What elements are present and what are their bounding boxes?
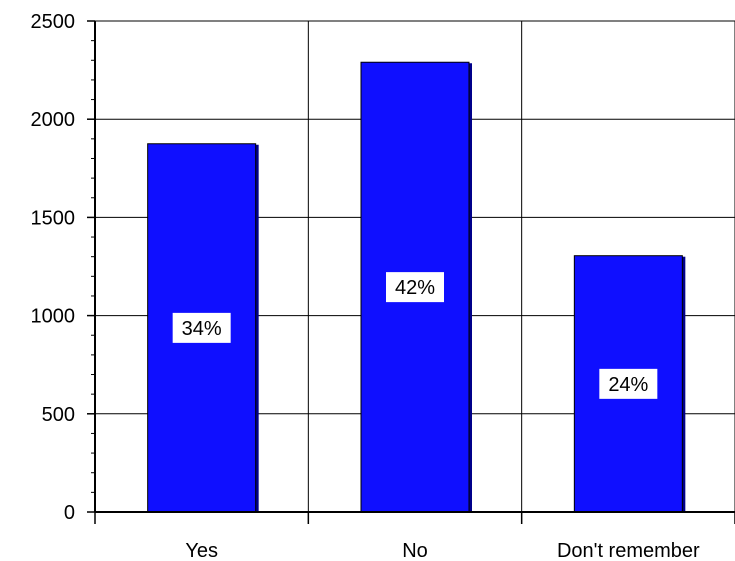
y-tick-label: 2000 [31, 109, 76, 131]
data-label-text: 34% [182, 318, 222, 340]
x-category-label: Yes [185, 540, 218, 561]
data-label-text: 42% [395, 277, 435, 299]
x-category-label: No [402, 540, 428, 561]
x-category-label: Don't remember [557, 540, 700, 561]
axes [94, 21, 735, 513]
y-tick-label: 1000 [31, 306, 76, 328]
data-label-box [599, 368, 658, 399]
data-label-box [172, 312, 231, 343]
data-label: 24% [599, 368, 658, 399]
y-tick-label: 500 [42, 404, 75, 426]
data-label-text: 24% [608, 374, 648, 396]
data-label: 34% [172, 312, 231, 343]
bars [147, 61, 686, 513]
x-categories: Yes No Don't remember [185, 540, 700, 561]
y-tick-label: 1500 [31, 207, 76, 229]
data-label-box [386, 272, 444, 303]
data-label: 42% [386, 272, 444, 303]
data-labels: 34% 42% 24% [172, 272, 658, 399]
y-ticks: 0 500 1000 1500 2000 2500 [31, 11, 735, 524]
y-tick-label: 2500 [31, 11, 76, 33]
y-tick-label: 0 [64, 502, 75, 524]
